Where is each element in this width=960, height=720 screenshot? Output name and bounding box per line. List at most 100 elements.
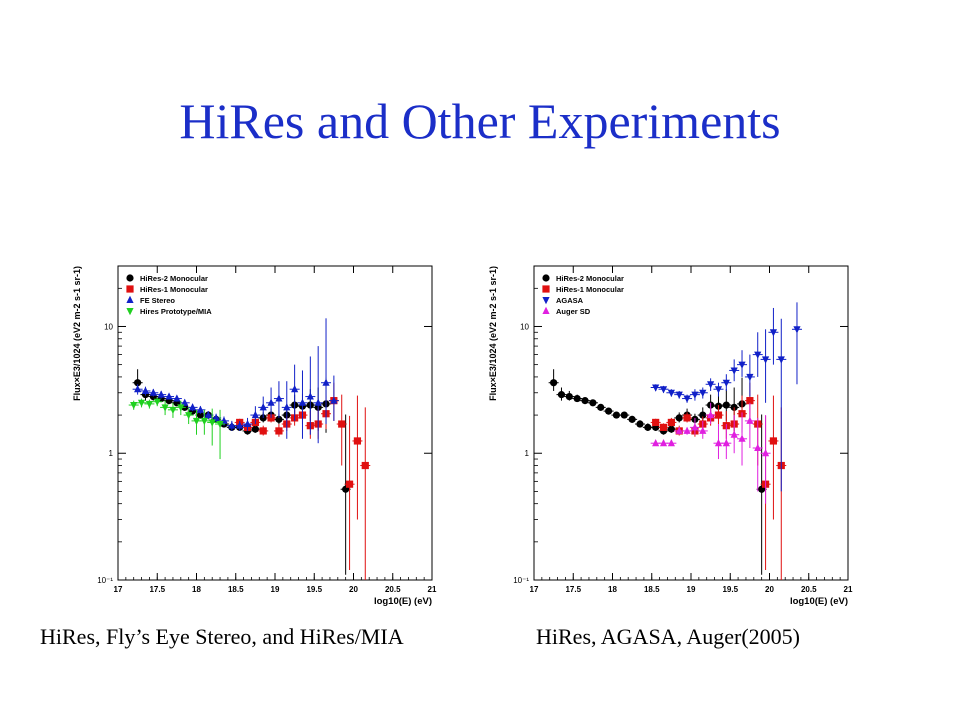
chart0-hires-prototype-mia-point: [200, 417, 208, 426]
chart1-auger-sd-point: [707, 410, 715, 419]
chart0-fe-stereo-point: [259, 403, 267, 411]
chart1-auger-sd-point: [675, 426, 683, 434]
chart0-fe-stereo-point: [181, 398, 189, 406]
chart0-hires-prototype-mia-point: [153, 398, 161, 406]
chart0-hires-1-monocular-point: [259, 427, 267, 435]
chart0-fe-stereo-point: [212, 413, 220, 421]
chart0-fe-stereo-point: [330, 396, 338, 404]
chart1-y-tick-label: 10⁻¹: [513, 576, 529, 585]
chart0-fe-stereo-point: [267, 398, 275, 406]
chart1-auger-sd-point: [652, 439, 660, 447]
chart0-hires-1-monocular-point: [338, 420, 346, 428]
chart0-fe-stereo-point: [306, 392, 314, 400]
chart0-legend-label-hires-2-monocular: HiRes-2 Monocular: [140, 274, 208, 283]
chart1-legend-label-hires-2-monocular: HiRes-2 Monocular: [556, 274, 624, 283]
chart1-hires-2-monocular-point: [628, 415, 636, 423]
chart0-legend-marker-hires-prototype-mia: [126, 308, 134, 316]
chart1-agasa-point: [714, 386, 723, 394]
chart1-auger-sd-point: [761, 449, 770, 457]
chart1-agasa-point: [667, 389, 675, 397]
chart0-x-tick-label: 21: [428, 585, 437, 594]
chart0-hires-1-monocular-point: [353, 437, 362, 445]
chart1-agasa-point: [722, 379, 730, 387]
chart1-auger-sd-point: [714, 439, 723, 447]
chart0-y-tick-label: 1: [109, 449, 114, 458]
chart1-hires-2-monocular-point: [557, 391, 566, 399]
chart0-x-tick-label: 20: [349, 585, 358, 594]
chart1-auger-sd-point: [738, 434, 746, 442]
chart1-hires-1-monocular-point: [683, 414, 691, 422]
chart1-hires-2-monocular-point: [604, 407, 613, 415]
right-flux-chart: 17 17.5 18 18.5 19 19.5 20 20.5 21 10⁻¹ 1 10 log10(E…: [488, 265, 853, 607]
chart1-y-tick-label: 1: [525, 449, 530, 458]
chart0-hires-prototype-mia-point: [185, 412, 193, 420]
chart0-fe-stereo-point: [322, 378, 330, 386]
chart1-x-tick-label: 17.5: [565, 585, 581, 594]
chart1-hires-2-monocular-point: [565, 392, 573, 401]
chart0-hires-2-monocular-point: [196, 411, 205, 419]
chart0-fe-stereo-point: [314, 398, 322, 406]
chart1-agasa-point: [777, 356, 785, 364]
chart1-hires-2-monocular-point: [550, 379, 558, 387]
chart1-auger-sd-point: [722, 439, 730, 447]
chart1-hires-2-monocular-point: [667, 425, 675, 433]
chart1-series-auger-sd: [650, 402, 771, 504]
chart1-agasa-point: [659, 386, 668, 394]
chart1-legend-label-hires-1-monocular: HiRes-1 Monocular: [556, 285, 624, 294]
chart1-auger-sd-point: [683, 426, 691, 434]
chart0-y-tick-label: 10⁻¹: [97, 576, 113, 585]
chart1-auger-sd-point: [659, 439, 668, 447]
chart1-hires-1-monocular-point: [746, 397, 754, 405]
chart1-auger-sd-point: [730, 430, 738, 438]
chart0-fe-stereo-point: [236, 421, 244, 429]
chart0-hires-2-monocular-point: [275, 415, 283, 423]
chart1-hires-2-monocular-point: [675, 414, 683, 422]
chart0-legend-marker-fe-stereo: [126, 295, 134, 303]
chart0-x-tick-label: 18.5: [228, 585, 244, 594]
chart0-fe-stereo-point: [291, 385, 299, 393]
chart1-hires-2-monocular-point: [612, 411, 621, 419]
chart0-hires-prototype-mia-point: [145, 400, 153, 409]
chart1-hires-1-monocular-point: [667, 418, 675, 427]
chart1-auger-sd-point: [699, 426, 707, 434]
chart1-x-tick-label: 17: [530, 585, 539, 594]
chart0-hires-2-monocular-point: [251, 425, 259, 433]
chart0-hires-prototype-mia-point: [177, 404, 185, 412]
chart0-series-fe-stereo: [132, 318, 339, 444]
chart1-hires-2-monocular-point: [644, 423, 652, 431]
chart1-series-hires-2-monocular: [548, 369, 767, 575]
chart0-y-tick-label: 10: [104, 322, 113, 331]
chart1-auger-sd-point: [667, 439, 675, 447]
chart1-hires-2-monocular-point: [636, 420, 644, 428]
chart0-fe-stereo-point: [149, 388, 157, 396]
chart0-hires-1-monocular-point: [361, 461, 369, 470]
chart1-x-tick-label: 20: [765, 585, 774, 594]
chart0-fe-stereo-point: [275, 394, 283, 402]
chart1-agasa-point: [707, 381, 715, 389]
chart0-x-tick-label: 19: [271, 585, 280, 594]
chart1-agasa-point: [699, 389, 707, 397]
chart0-fe-stereo-point: [196, 405, 205, 413]
chart0-legend-marker-hires-2-monocular: [126, 274, 134, 282]
chart0-fe-stereo-point: [134, 385, 142, 393]
chart1-x-tick-label: 19: [687, 585, 696, 594]
chart0-x-tick-label: 19.5: [306, 585, 322, 594]
chart1-hires-1-monocular-point: [652, 418, 660, 427]
chart1-agasa-point: [738, 361, 746, 369]
chart0-hires-prototype-mia-point: [192, 417, 201, 426]
chart1-hires-2-monocular-point: [589, 399, 597, 407]
chart0-fe-stereo-point: [283, 403, 291, 411]
left-chart-panel: 17 17.5 18 18.5 19 19.5 20 20.5 21 10⁻¹ 1 10 log10(E…: [66, 248, 448, 620]
chart1-legend-marker-hires-2-monocular: [542, 274, 550, 282]
chart0-fe-stereo-point: [251, 410, 259, 419]
chart0-hires-2-monocular-point: [134, 379, 142, 387]
chart0-x-tick-label: 17: [114, 585, 123, 594]
right-chart-panel: 17 17.5 18 18.5 19 19.5 20 20.5 21 10⁻¹ 1 10 log10(E…: [482, 248, 864, 620]
chart0-fe-stereo-point: [157, 390, 165, 398]
chart0-fe-stereo-point: [228, 421, 236, 429]
chart1-legend-label-agasa: AGASA: [556, 296, 584, 305]
chart1-agasa-point: [746, 373, 754, 382]
chart1-agasa-point: [675, 391, 683, 399]
chart0-x-axis-title: log10(E) (eV): [374, 596, 432, 607]
slide-title: HiRes and Other Experiments: [179, 93, 781, 149]
